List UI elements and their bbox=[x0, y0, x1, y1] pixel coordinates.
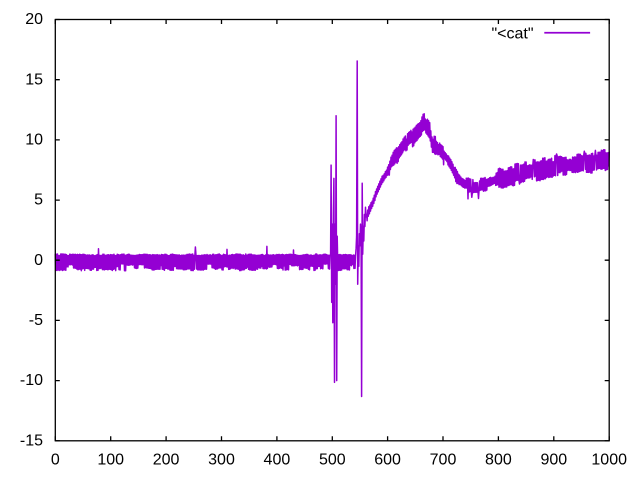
svg-text:1000: 1000 bbox=[591, 451, 627, 468]
svg-text:15: 15 bbox=[25, 71, 43, 88]
svg-text:800: 800 bbox=[485, 451, 512, 468]
svg-text:700: 700 bbox=[430, 451, 457, 468]
svg-text:600: 600 bbox=[374, 451, 401, 468]
svg-text:200: 200 bbox=[153, 451, 180, 468]
svg-text:500: 500 bbox=[319, 451, 346, 468]
svg-text:100: 100 bbox=[97, 451, 124, 468]
svg-text:400: 400 bbox=[264, 451, 291, 468]
svg-text:-5: -5 bbox=[29, 312, 43, 329]
svg-text:5: 5 bbox=[34, 192, 43, 209]
svg-text:0: 0 bbox=[34, 252, 43, 269]
svg-text:-15: -15 bbox=[20, 432, 43, 449]
svg-text:0: 0 bbox=[51, 451, 60, 468]
svg-text:10: 10 bbox=[25, 132, 43, 149]
svg-text:"<cat": "<cat" bbox=[491, 26, 533, 43]
svg-text:-10: -10 bbox=[20, 372, 43, 389]
svg-text:900: 900 bbox=[540, 451, 567, 468]
svg-text:20: 20 bbox=[25, 11, 43, 28]
svg-text:300: 300 bbox=[208, 451, 235, 468]
